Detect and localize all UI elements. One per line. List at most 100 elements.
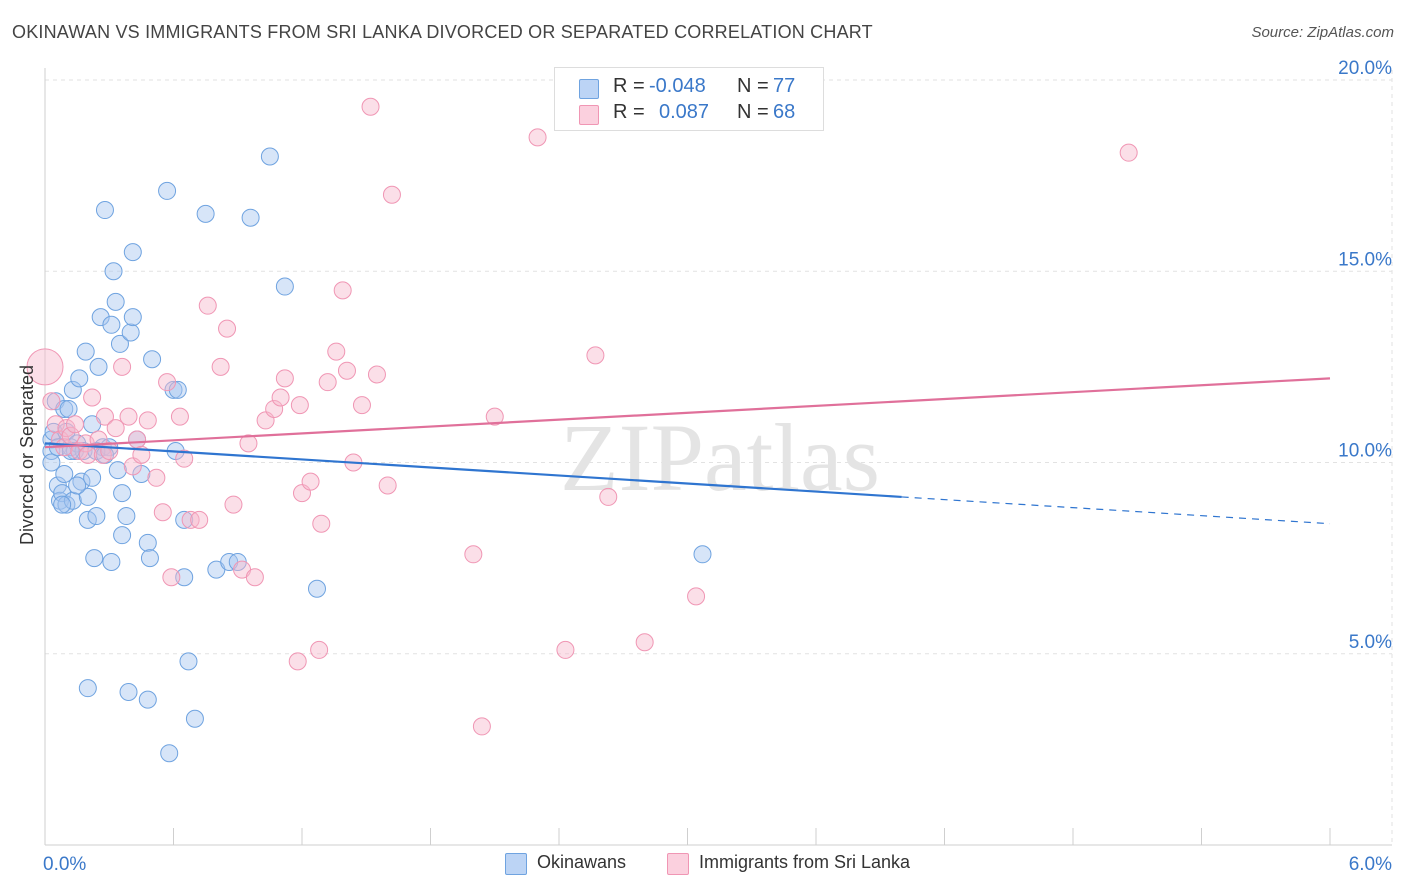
sri-lanka-point [198, 296, 217, 315]
y-tick-label: 15.0% [1338, 249, 1392, 270]
sri-lanka-point [290, 396, 309, 415]
okinawan-point [91, 308, 110, 327]
sri-lanka-point [528, 128, 547, 147]
okinawan-point [138, 533, 157, 552]
okinawan-point [241, 208, 260, 227]
okinawan-point [76, 342, 95, 361]
y-tick-label: 20.0% [1338, 58, 1392, 79]
sri-lanka-point [65, 415, 84, 434]
sri-lanka-point [382, 185, 401, 204]
sri-lanka-point [327, 342, 346, 361]
okinawan-point [53, 495, 72, 514]
data-points [26, 97, 1138, 763]
okinawan-point [108, 461, 127, 480]
okinawan-point [70, 369, 89, 388]
sri-lanka-point [485, 407, 504, 426]
x-tick-label: 6.0% [1349, 854, 1392, 875]
legend-n-label: N = [737, 101, 769, 123]
okinawan-trend-line [44, 442, 902, 499]
x-tick-label: 0.0% [43, 854, 86, 875]
sri-lanka-point [288, 652, 307, 671]
legend-n-value: 68 [773, 101, 796, 123]
y-tick-label: 5.0% [1349, 632, 1392, 653]
sri-lanka-point [26, 348, 64, 386]
sri-lanka-point [153, 503, 172, 522]
sri-lanka-point [224, 495, 243, 514]
sri-lanka-point [106, 419, 125, 438]
okinawan-point [55, 464, 74, 483]
sri-lanka-point [42, 392, 61, 411]
sri-lanka-point [162, 568, 181, 587]
sri-lanka-point [239, 434, 258, 453]
sri-lanka-point [138, 411, 157, 430]
source-label: Source: ZipAtlas.com [1251, 24, 1394, 41]
okinawan-point [78, 487, 97, 506]
okinawan-point [85, 549, 104, 568]
sri-lanka-point [333, 281, 352, 300]
sri-lanka-point [83, 388, 102, 407]
sri-lanka-point [119, 407, 138, 426]
okinawan-point [123, 243, 142, 262]
sri-lanka-point [472, 717, 491, 736]
okinawan-point [121, 323, 140, 342]
sri-lanka-point [275, 369, 294, 388]
sri-lanka-point [78, 445, 97, 464]
sri-lanka-point [211, 357, 230, 376]
okinawan-point [68, 476, 87, 495]
okinawan-point [102, 315, 121, 334]
okinawan-point [143, 350, 162, 369]
okinawan-point [175, 510, 194, 529]
okinawan-point [196, 204, 215, 223]
sri-lanka-point [378, 476, 397, 495]
okinawan-point [104, 262, 123, 281]
okinawan-point [78, 679, 97, 698]
okinawan-point [95, 201, 114, 220]
okinawan-point [175, 568, 194, 587]
sri-lanka-point [1119, 143, 1138, 162]
okinawan-point [160, 744, 179, 763]
sri-lanka-point [556, 640, 575, 659]
legend-r-value: 0.087 [659, 101, 710, 123]
sri-lanka-point [635, 633, 654, 652]
sri-lanka-point [301, 472, 320, 491]
okinawan-point [307, 579, 326, 598]
sri-lanka-point [337, 361, 356, 380]
sri-lanka-point [113, 357, 132, 376]
correlation-legend: R = -0.048 N = 77 R = 0.087 N = 68 [554, 67, 824, 131]
okinawan-point [158, 181, 177, 200]
legend-r-value: -0.048 [649, 75, 706, 97]
sri-lanka-point [687, 587, 706, 606]
trend-lines [44, 377, 1331, 525]
sri-lanka-point [464, 545, 483, 564]
legend-swatch-sri-lanka [579, 105, 599, 125]
legend-swatch-okinawans [505, 853, 527, 875]
legend-label-sri-lanka: Immigrants from Sri Lanka [699, 852, 911, 872]
okinawan-point [140, 549, 159, 568]
okinawan-point [119, 683, 138, 701]
sri-lanka-point [367, 365, 386, 384]
legend-swatch-okinawans [579, 79, 599, 99]
okinawan-point [117, 507, 136, 526]
y-tick-label: 10.0% [1338, 441, 1392, 462]
okinawan-point [113, 526, 132, 545]
sri-lanka-point [175, 449, 194, 468]
okinawan-point [123, 308, 142, 327]
sri-lanka-point [95, 407, 114, 426]
sri-lanka-point [586, 346, 605, 365]
okinawan-point [110, 334, 129, 353]
okinawan-point [78, 510, 97, 529]
legend-r-label: R = [613, 101, 645, 123]
y-axis-label: Divorced or Separated [17, 365, 37, 545]
legend-label-okinawans: Okinawans [537, 852, 627, 872]
sri-lanka-point [245, 568, 264, 587]
okinawan-point [275, 277, 294, 296]
okinawan-point [693, 545, 712, 564]
sri-lanka-point [170, 407, 189, 426]
legend-r-label: R = [613, 75, 645, 97]
okinawan-point [59, 399, 78, 418]
gridlines [45, 70, 1393, 845]
legend-swatch-sri-lanka [667, 853, 689, 875]
okinawan-trend-extension [901, 496, 1331, 525]
okinawan-point [138, 690, 157, 709]
